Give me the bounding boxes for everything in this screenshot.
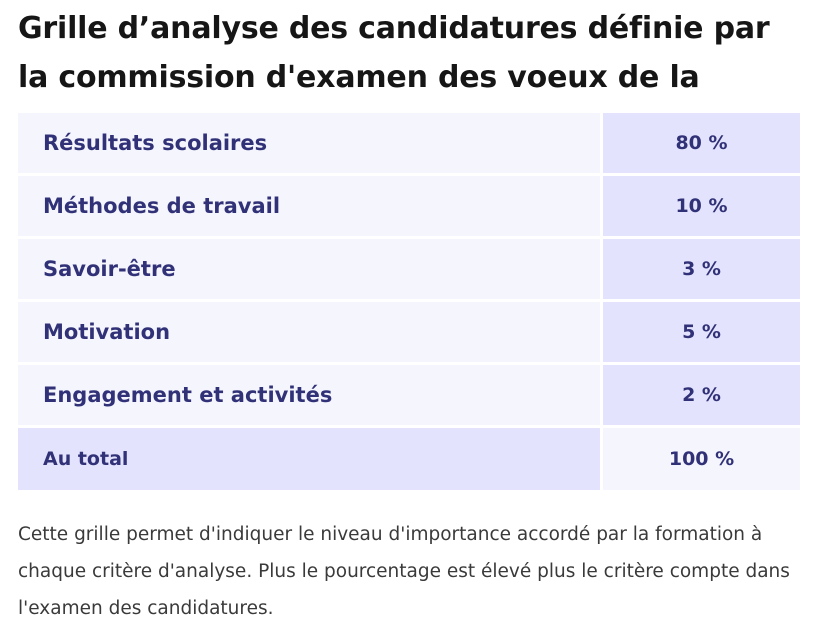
total-weight: 100 % — [603, 428, 800, 490]
criterion-label: Savoir-être — [18, 239, 603, 299]
criteria-row: Méthodes de travail 10 % — [18, 176, 800, 239]
criteria-row: Motivation 5 % — [18, 302, 800, 365]
criterion-weight: 10 % — [603, 176, 800, 236]
criterion-label: Motivation — [18, 302, 603, 362]
criterion-weight: 2 % — [603, 365, 800, 425]
criteria-row: Engagement et activités 2 % — [18, 365, 800, 428]
criterion-label: Résultats scolaires — [18, 113, 603, 173]
criterion-weight: 5 % — [603, 302, 800, 362]
total-label: Au total — [18, 428, 603, 490]
criterion-label: Méthodes de travail — [18, 176, 603, 236]
criteria-row: Résultats scolaires 80 % — [18, 113, 800, 176]
criteria-grid: Résultats scolaires 80 % Méthodes de tra… — [18, 113, 800, 490]
criterion-weight: 80 % — [603, 113, 800, 173]
page-title: Grille d’analyse des candidatures défini… — [18, 11, 770, 144]
criterion-label: Engagement et activités — [18, 365, 603, 425]
criterion-weight: 3 % — [603, 239, 800, 299]
explanation-note: Cette grille permet d'indiquer le niveau… — [18, 524, 790, 619]
page: Grille d’analyse des candidatures défini… — [18, 0, 800, 619]
criteria-row: Savoir-être 3 % — [18, 239, 800, 302]
total-row: Au total 100 % — [18, 428, 800, 490]
